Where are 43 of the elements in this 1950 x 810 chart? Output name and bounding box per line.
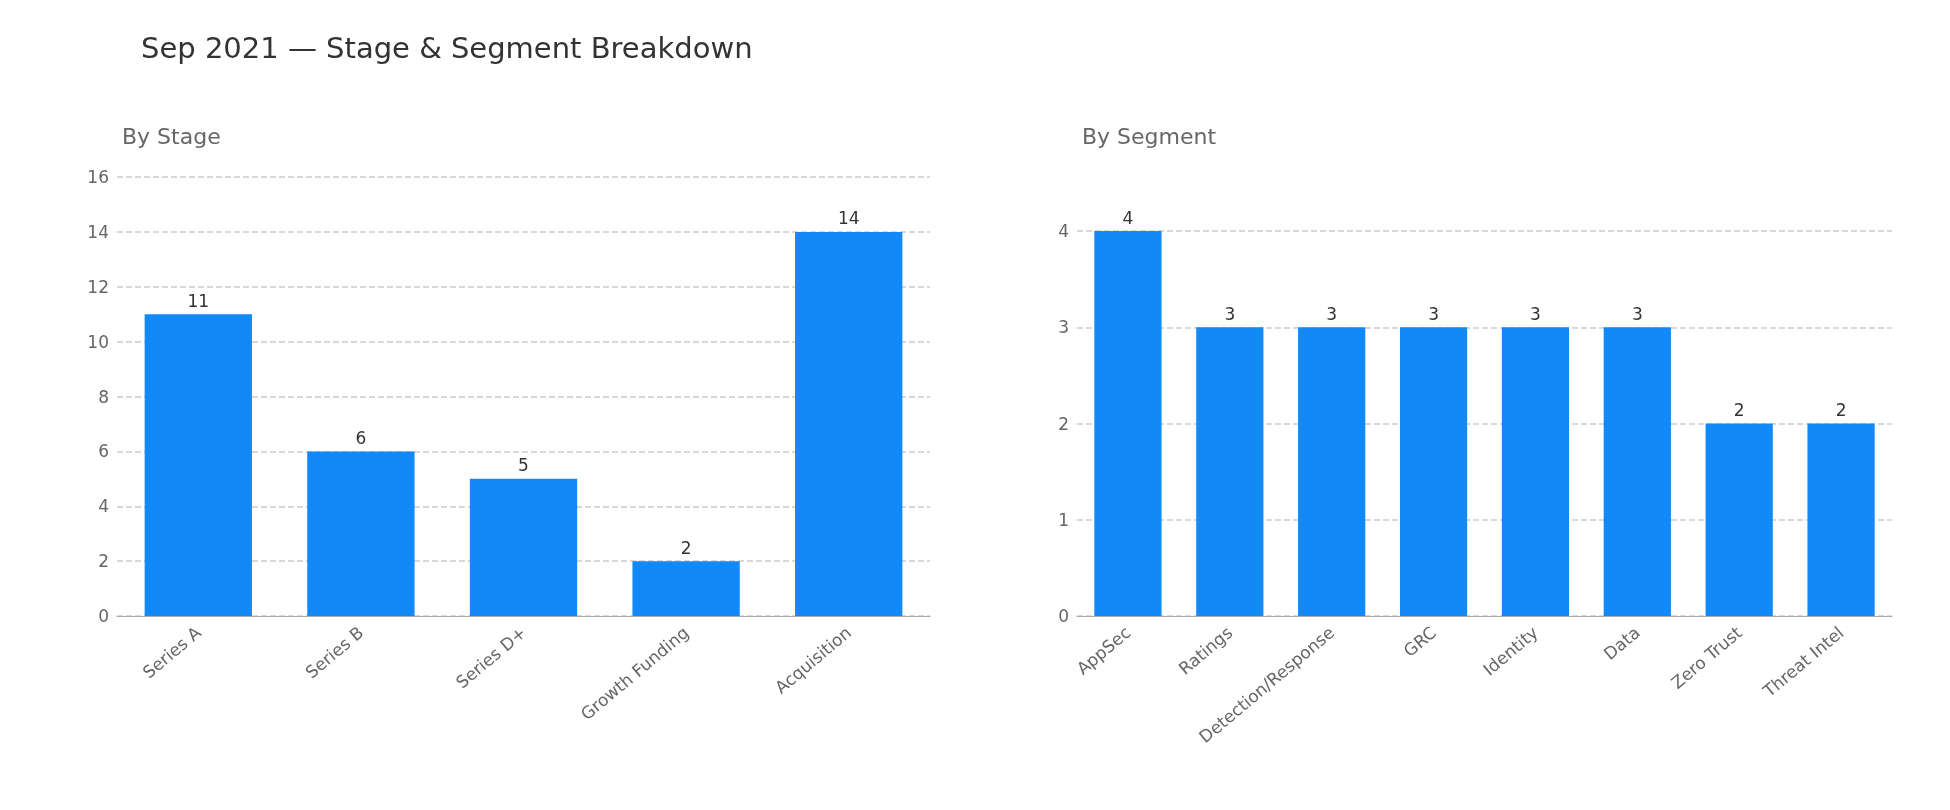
y-tick-label: 16 — [87, 167, 109, 187]
y-tick-label: 2 — [98, 551, 109, 572]
y-tick-label: 0 — [1058, 606, 1069, 626]
data-label: 2 — [1733, 400, 1745, 420]
data-label: 3 — [1326, 303, 1338, 324]
bar — [1501, 327, 1570, 616]
y-tick-label: 4 — [1058, 221, 1069, 241]
data-label: 6 — [355, 427, 367, 448]
data-label: 14 — [837, 208, 860, 229]
bar — [144, 314, 252, 616]
y-tick-label: 12 — [87, 276, 109, 297]
y-tick-label: 14 — [87, 221, 109, 242]
data-label: 3 — [1224, 303, 1236, 324]
bar — [1196, 327, 1264, 616]
bar — [1094, 231, 1162, 616]
bar — [1807, 423, 1875, 616]
data-label: 2 — [1835, 400, 1847, 420]
y-tick-label: 0 — [98, 606, 109, 626]
bar — [1705, 423, 1773, 616]
data-label: 5 — [518, 455, 529, 476]
data-label: 3 — [1428, 303, 1439, 324]
data-label: 11 — [187, 290, 210, 311]
y-tick-label: 8 — [98, 386, 109, 407]
bar — [795, 231, 903, 616]
bar — [1603, 327, 1671, 616]
bar — [1298, 327, 1366, 616]
chart-subtitle: By Stage — [122, 123, 221, 149]
data-label: 4 — [1122, 207, 1134, 228]
bar — [469, 478, 578, 616]
y-tick-label: 1 — [1058, 509, 1069, 530]
y-tick-label: 2 — [1058, 413, 1069, 434]
data-label: 2 — [680, 537, 692, 558]
y-tick-label: 3 — [1058, 317, 1069, 338]
bar — [632, 561, 740, 616]
data-label: 3 — [1631, 303, 1643, 324]
y-tick-label: 10 — [87, 331, 109, 352]
y-tick-label: 4 — [98, 496, 109, 517]
bar — [1399, 327, 1468, 616]
bar — [307, 451, 415, 616]
chart-subtitle: By Segment — [1082, 123, 1217, 149]
y-tick-label: 6 — [98, 441, 109, 462]
chart-title: Sep 2021 — Stage & Segment Breakdown — [141, 30, 753, 65]
data-label: 3 — [1530, 303, 1541, 324]
